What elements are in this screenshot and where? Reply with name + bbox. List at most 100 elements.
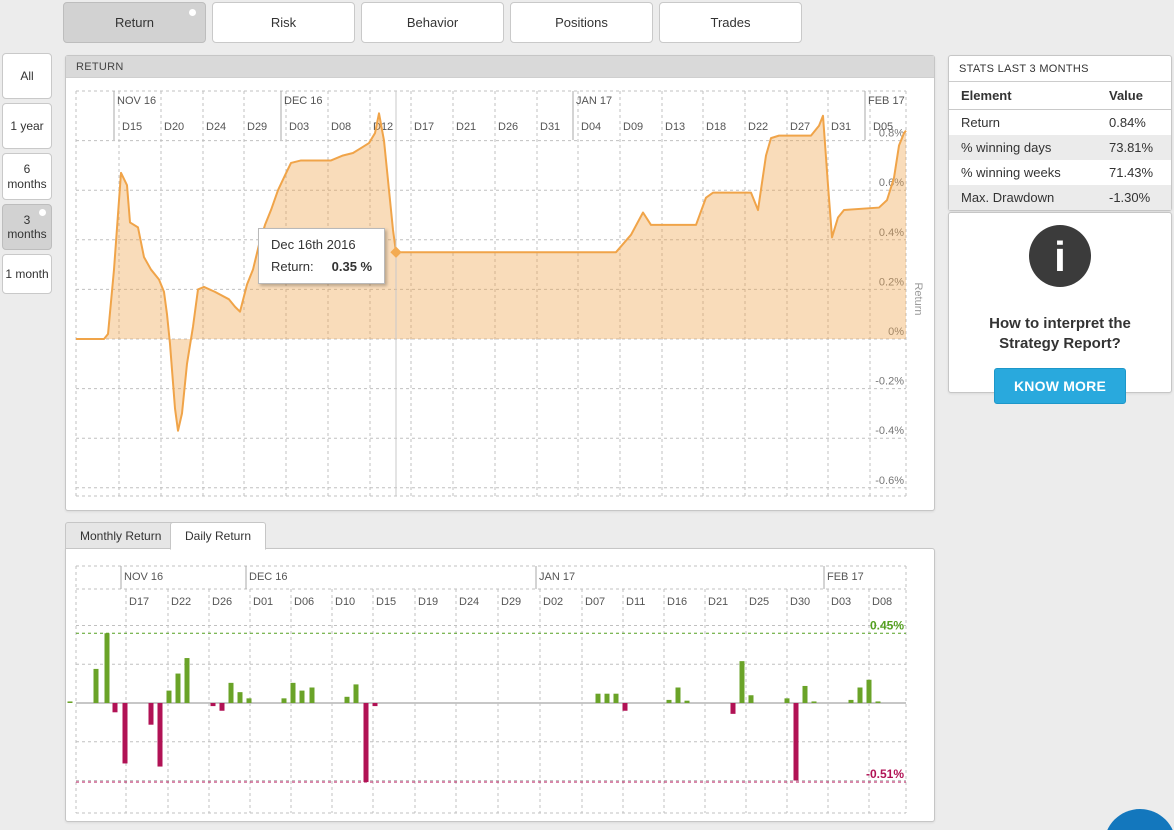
tab-behavior-label: Behavior <box>406 15 459 30</box>
chat-button[interactable] <box>1104 809 1174 830</box>
sidebar-item-all[interactable]: All <box>2 53 52 99</box>
stats-col-value: Value <box>1097 82 1171 110</box>
stat-label: % winning weeks <box>961 165 1061 180</box>
info-panel: i How to interpret the Strategy Report? … <box>948 212 1172 404</box>
svg-text:D12: D12 <box>373 121 393 133</box>
tooltip-value: 0.35 % <box>331 259 373 274</box>
stats-table: Element Value Return 0.84% % winning day… <box>949 82 1171 210</box>
svg-text:D17: D17 <box>129 596 149 608</box>
tab-positions[interactable]: Positions <box>510 2 653 43</box>
table-row: Return 0.84% <box>949 110 1171 136</box>
return-panel-title: RETURN <box>66 56 934 78</box>
svg-text:NOV 16: NOV 16 <box>124 571 163 583</box>
sidebar-item-1-year[interactable]: 1 year <box>2 103 52 149</box>
sidebar-item-1-month-label: 1 month <box>5 266 49 281</box>
svg-text:-0.6%: -0.6% <box>875 475 904 487</box>
svg-text:D01: D01 <box>253 596 273 608</box>
svg-text:D31: D31 <box>831 121 851 133</box>
tab-daily-return[interactable]: Daily Return <box>170 522 267 550</box>
svg-text:D04: D04 <box>581 121 601 133</box>
table-row: % winning days 73.81% <box>949 135 1171 160</box>
svg-text:D06: D06 <box>294 596 314 608</box>
stats-col-element: Element <box>949 82 1097 110</box>
svg-text:0.8%: 0.8% <box>879 128 904 140</box>
svg-text:DEC 16: DEC 16 <box>284 95 323 107</box>
svg-text:0%: 0% <box>888 326 904 338</box>
svg-text:FEB 17: FEB 17 <box>868 95 905 107</box>
svg-text:D15: D15 <box>122 121 142 133</box>
svg-text:D15: D15 <box>376 596 396 608</box>
svg-text:JAN 17: JAN 17 <box>576 95 612 107</box>
svg-text:0.4%: 0.4% <box>879 227 904 239</box>
tab-trades[interactable]: Trades <box>659 2 802 43</box>
tab-daily-return-label: Daily Return <box>185 529 252 543</box>
stat-value: -1.30% <box>1109 190 1151 205</box>
svg-text:0.45%: 0.45% <box>870 618 904 632</box>
tab-return-label: Return <box>114 15 155 30</box>
stat-label: Max. Drawdown <box>961 190 1055 205</box>
chart-tooltip: Dec 16th 2016 Return: 0.35 % <box>258 228 386 284</box>
tab-monthly-return[interactable]: Monthly Return <box>65 522 177 549</box>
tooltip-series-label: Return: <box>271 259 314 274</box>
svg-text:D02: D02 <box>543 596 563 608</box>
return-area-chart[interactable]: 0.8%0.6%0.4%0.2%0%-0.2%-0.4%-0.6%D15D20D… <box>66 78 934 510</box>
stat-label: % winning days <box>961 140 1052 155</box>
svg-text:D26: D26 <box>498 121 518 133</box>
svg-text:D03: D03 <box>831 596 851 608</box>
svg-text:D05: D05 <box>873 121 893 133</box>
info-text-line2: Strategy Report? <box>999 334 1121 352</box>
stat-value: 71.43% <box>1109 165 1154 180</box>
stat-label: Return <box>961 115 1001 130</box>
stat-value: 73.81% <box>1109 140 1154 155</box>
sidebar-indicator-dot <box>39 209 46 216</box>
svg-text:D10: D10 <box>335 596 355 608</box>
tab-trades-label: Trades <box>710 15 751 30</box>
svg-text:-0.2%: -0.2% <box>875 376 904 388</box>
svg-text:D26: D26 <box>212 596 232 608</box>
svg-text:D24: D24 <box>459 596 479 608</box>
sidebar-item-1-month[interactable]: 1 month <box>2 254 52 294</box>
svg-text:D08: D08 <box>872 596 892 608</box>
info-text-line1: How to interpret the <box>989 315 1131 332</box>
info-panel-text: How to interpret the Strategy Report? <box>949 314 1171 353</box>
svg-text:D21: D21 <box>456 121 476 133</box>
know-more-button[interactable]: KNOW MORE <box>993 368 1126 404</box>
svg-text:Return: Return <box>912 282 924 315</box>
svg-text:D07: D07 <box>585 596 605 608</box>
svg-text:D22: D22 <box>171 596 191 608</box>
sidebar-item-6-months[interactable]: 6 months <box>2 153 52 200</box>
daily-return-panel: D17 D22 D26 D01 D06 D10 D15 D19 D24 D29 D02 D07 D11 D… <box>65 548 935 822</box>
table-row: % winning weeks 71.43% <box>949 160 1171 185</box>
table-row: Max. Drawdown -1.30% <box>949 185 1171 210</box>
tab-positions-label: Positions <box>555 15 608 30</box>
tab-return[interactable]: Return <box>63 2 206 43</box>
tab-monthly-return-label: Monthly Return <box>80 528 162 543</box>
svg-text:D19: D19 <box>418 596 438 608</box>
svg-text:D30: D30 <box>790 596 810 608</box>
tooltip-date: Dec 16th 2016 <box>271 237 356 252</box>
daily-return-bar-chart[interactable]: D17 D22 D26 D01 D06 D10 D15 D19 D24 D29 D02 D07 D11 D… <box>66 549 934 821</box>
tab-indicator-dot <box>189 9 196 16</box>
svg-text:D27: D27 <box>790 121 810 133</box>
svg-text:D20: D20 <box>164 121 184 133</box>
stats-panel-title: STATS LAST 3 MONTHS <box>949 56 1171 82</box>
svg-text:DEC 16: DEC 16 <box>249 571 288 583</box>
svg-text:D09: D09 <box>623 121 643 133</box>
stats-panel: STATS LAST 3 MONTHS Element Value Return… <box>948 55 1172 211</box>
svg-text:D13: D13 <box>665 121 685 133</box>
tab-risk[interactable]: Risk <box>212 2 355 43</box>
sidebar-item-3-months[interactable]: 3 months <box>2 204 52 250</box>
sidebar-item-3-months-label: 3 months <box>7 212 47 241</box>
svg-text:FEB 17: FEB 17 <box>827 571 864 583</box>
svg-text:D29: D29 <box>247 121 267 133</box>
tab-behavior[interactable]: Behavior <box>361 2 504 43</box>
svg-text:D25: D25 <box>749 596 769 608</box>
svg-text:i: i <box>1054 233 1066 280</box>
svg-text:-0.4%: -0.4% <box>875 425 904 437</box>
svg-text:D17: D17 <box>414 121 434 133</box>
svg-text:D16: D16 <box>667 596 687 608</box>
svg-text:D18: D18 <box>706 121 726 133</box>
svg-text:0.2%: 0.2% <box>879 276 904 288</box>
svg-text:D22: D22 <box>748 121 768 133</box>
svg-text:NOV 16: NOV 16 <box>117 95 156 107</box>
